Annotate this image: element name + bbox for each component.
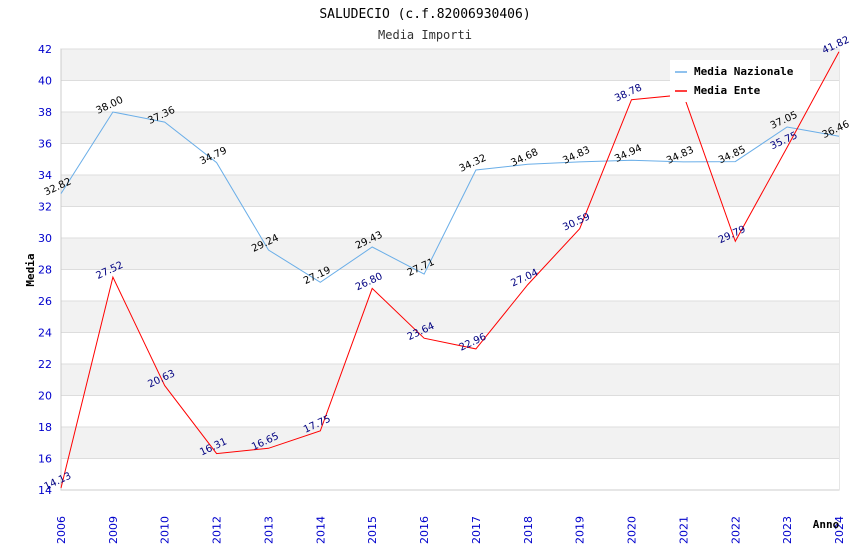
y-axis-ticks: 14 16 18 20 22 24 26 28 30 32 34 36 38 40 42	[38, 43, 52, 497]
y-tick-label: 20	[38, 390, 52, 403]
legend-background	[670, 60, 810, 102]
x-tick-label: 2019	[574, 516, 587, 544]
series-line-nazionale	[60, 111, 840, 283]
y-tick-label: 42	[38, 43, 52, 56]
grid-band	[61, 112, 839, 144]
y-tick-label: 38	[38, 106, 52, 119]
x-tick-label: 2006	[55, 516, 68, 544]
series-lines	[60, 51, 840, 489]
x-tick-label: 2021	[677, 516, 690, 544]
x-tick-label: 2020	[626, 516, 639, 544]
x-axis-label: Anno	[813, 518, 840, 531]
x-tick-label: 2023	[781, 516, 794, 544]
series-line-ente	[60, 51, 840, 489]
grid-band	[61, 175, 839, 207]
chart-title: SALUDECIO (c.f.82006930406)	[319, 7, 530, 22]
grid-bands	[60, 48, 840, 491]
x-tick-label: 2016	[418, 516, 431, 544]
y-tick-label: 28	[38, 264, 52, 277]
y-tick-label: 36	[38, 138, 52, 151]
x-tick-label: 2012	[211, 516, 224, 544]
x-tick-label: 2013	[262, 516, 275, 544]
y-tick-label: 18	[38, 421, 52, 434]
x-tick-label: 2015	[366, 516, 379, 544]
x-tick-label: 2017	[470, 516, 483, 544]
x-tick-label: 2009	[107, 516, 120, 544]
legend: Media Nazionale Media Ente	[670, 60, 810, 102]
grid-band	[61, 143, 839, 175]
grid-band	[61, 395, 839, 427]
y-tick-label: 40	[38, 75, 52, 88]
grid-band	[61, 427, 839, 459]
y-tick-label: 30	[38, 232, 52, 245]
y-axis-label: Media	[24, 253, 37, 286]
legend-label-nazionale: Media Nazionale	[694, 65, 794, 78]
y-tick-label: 22	[38, 358, 52, 371]
legend-label-ente: Media Ente	[694, 84, 761, 97]
x-tick-label: 2010	[159, 516, 172, 544]
grid-band	[61, 332, 839, 364]
grid-band	[61, 269, 839, 301]
y-tick-label: 24	[38, 327, 52, 340]
x-tick-label: 2024	[833, 516, 846, 544]
grid-band	[61, 458, 839, 490]
x-axis-ticks: 2006 2009 2010 2012 2013 2014 2015 2016 2017 2018…	[55, 516, 846, 544]
x-tick-label: 2018	[522, 516, 535, 544]
chart-subtitle: Media Importi	[378, 28, 472, 42]
x-tick-label: 2022	[729, 516, 742, 544]
y-tick-label: 14	[38, 484, 52, 497]
grid-band	[61, 301, 839, 333]
grid-band	[61, 364, 839, 396]
y-tick-label: 16	[38, 453, 52, 466]
grid-band	[61, 238, 839, 270]
x-tick-label: 2014	[314, 516, 327, 544]
y-tick-label: 26	[38, 295, 52, 308]
y-tick-label: 34	[38, 169, 52, 182]
y-tick-label: 32	[38, 201, 52, 214]
